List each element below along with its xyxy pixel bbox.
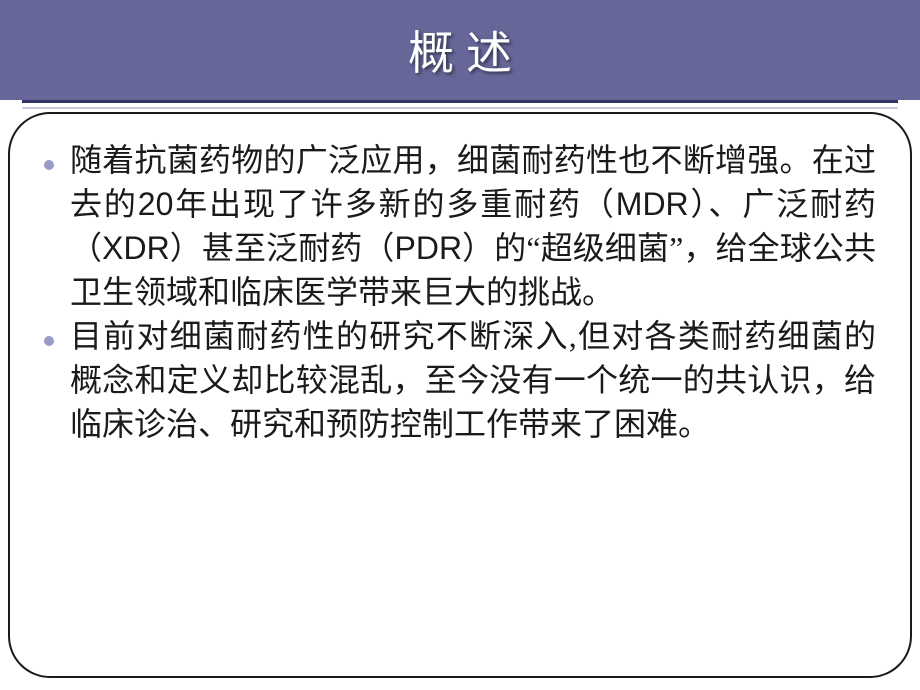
bullet-item: 随着抗菌药物的广泛应用，细菌耐药性也不断增强。在过去的20年出现了许多新的多重耐… bbox=[44, 138, 876, 314]
bullet-icon bbox=[44, 336, 54, 346]
slide: 概述 随着抗菌药物的广泛应用，细菌耐药性也不断增强。在过去的20年出现了许多新的… bbox=[0, 0, 920, 690]
bullet-item: 目前对细菌耐药性的研究不断深入,但对各类耐药细菌的概念和定义却比较混乱，至今没有… bbox=[44, 314, 876, 446]
bullet-text: 目前对细菌耐药性的研究不断深入,但对各类耐药细菌的概念和定义却比较混乱，至今没有… bbox=[70, 314, 876, 446]
header-underline-light bbox=[22, 107, 898, 109]
bullet-icon bbox=[44, 160, 54, 170]
content-box: 随着抗菌药物的广泛应用，细菌耐药性也不断增强。在过去的20年出现了许多新的多重耐… bbox=[8, 112, 912, 678]
slide-header: 概述 bbox=[0, 0, 920, 100]
slide-title: 概述 bbox=[396, 17, 524, 83]
bullet-text: 随着抗菌药物的广泛应用，细菌耐药性也不断增强。在过去的20年出现了许多新的多重耐… bbox=[70, 138, 876, 314]
header-underline-dark bbox=[22, 100, 898, 103]
